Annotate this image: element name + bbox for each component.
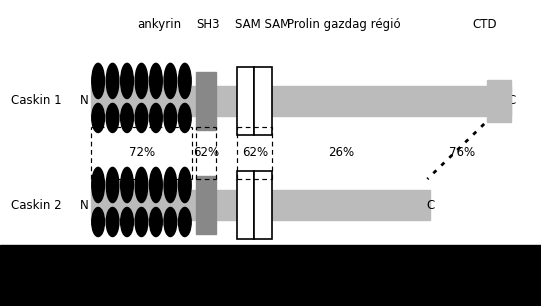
Text: 26%: 26% xyxy=(328,147,354,159)
Text: 76%: 76% xyxy=(450,147,476,159)
Bar xyxy=(254,171,272,239)
Text: 62%: 62% xyxy=(194,147,220,159)
Bar xyxy=(254,67,272,135)
Ellipse shape xyxy=(121,63,134,99)
Text: Caskin 2: Caskin 2 xyxy=(11,199,62,211)
Ellipse shape xyxy=(121,167,134,203)
Text: 72%: 72% xyxy=(129,147,155,159)
Ellipse shape xyxy=(149,167,162,203)
Ellipse shape xyxy=(92,207,104,237)
Ellipse shape xyxy=(121,207,134,237)
Ellipse shape xyxy=(92,103,104,132)
Text: Caskin 1: Caskin 1 xyxy=(11,95,62,107)
Ellipse shape xyxy=(106,63,119,99)
Ellipse shape xyxy=(149,63,162,99)
Ellipse shape xyxy=(135,167,148,203)
Ellipse shape xyxy=(149,103,162,132)
Text: SAM SAM: SAM SAM xyxy=(235,18,290,31)
Ellipse shape xyxy=(179,63,191,99)
Ellipse shape xyxy=(92,167,104,203)
Bar xyxy=(196,72,216,130)
Text: C: C xyxy=(507,95,516,107)
Bar xyxy=(487,80,511,122)
Text: N: N xyxy=(80,95,88,107)
Text: C: C xyxy=(426,199,434,211)
Bar xyxy=(0,245,541,306)
Bar xyxy=(237,67,254,135)
Ellipse shape xyxy=(135,63,148,99)
Ellipse shape xyxy=(121,103,134,132)
Ellipse shape xyxy=(135,207,148,237)
Ellipse shape xyxy=(92,63,104,99)
Bar xyxy=(196,176,216,234)
Text: ankyrin: ankyrin xyxy=(137,18,182,31)
Text: SH3: SH3 xyxy=(196,18,220,31)
Ellipse shape xyxy=(106,207,119,237)
Ellipse shape xyxy=(179,167,191,203)
Text: Prolin gazdag régió: Prolin gazdag régió xyxy=(287,18,400,31)
Ellipse shape xyxy=(106,167,119,203)
Ellipse shape xyxy=(164,167,177,203)
Text: CTD: CTD xyxy=(472,18,497,31)
Bar xyxy=(237,171,254,239)
Text: N: N xyxy=(80,199,88,211)
Ellipse shape xyxy=(164,103,177,132)
Ellipse shape xyxy=(179,103,191,132)
Ellipse shape xyxy=(164,63,177,99)
Ellipse shape xyxy=(164,207,177,237)
Ellipse shape xyxy=(179,207,191,237)
Ellipse shape xyxy=(106,103,119,132)
Text: 62%: 62% xyxy=(242,147,268,159)
Bar xyxy=(91,190,430,220)
Bar xyxy=(91,86,511,116)
Ellipse shape xyxy=(149,207,162,237)
Ellipse shape xyxy=(135,103,148,132)
